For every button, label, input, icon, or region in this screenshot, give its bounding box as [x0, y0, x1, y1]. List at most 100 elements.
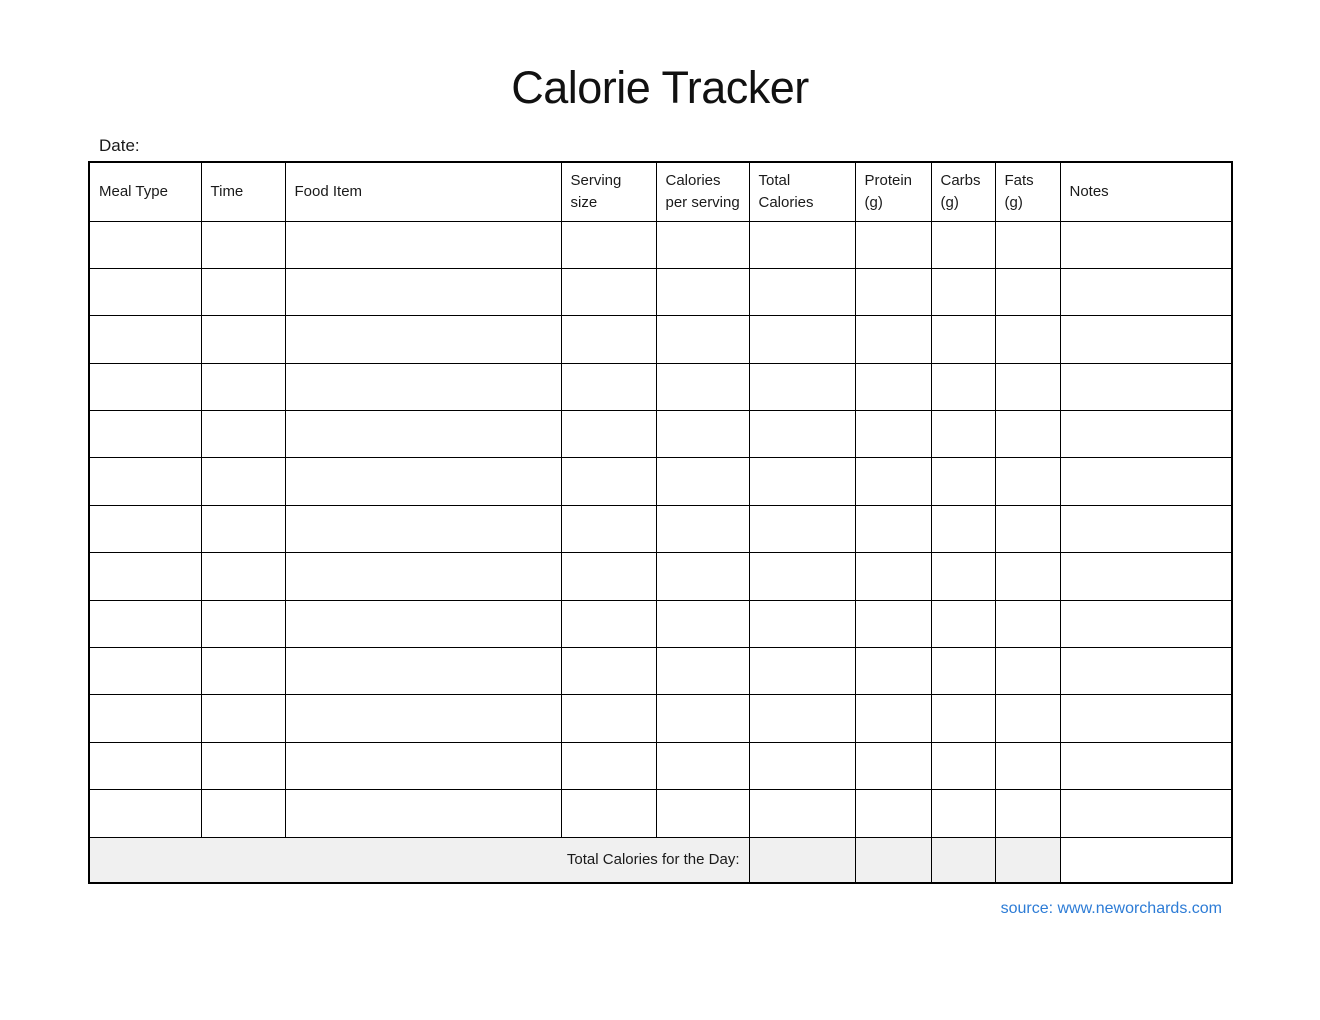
empty-cell: [560, 599, 657, 649]
empty-cell: [994, 362, 1061, 412]
empty-row: [88, 220, 1233, 269]
header-calories-per-serving: Calories per serving: [655, 161, 750, 222]
empty-cell: [200, 504, 286, 554]
empty-cell: [748, 315, 856, 364]
empty-cell: [748, 457, 856, 506]
empty-cell: [994, 504, 1061, 554]
empty-row: [88, 267, 1233, 317]
empty-cell: [748, 220, 856, 269]
empty-cell: [854, 315, 932, 364]
empty-cell: [560, 647, 657, 696]
empty-cell: [930, 789, 996, 838]
empty-cell: [1059, 410, 1233, 459]
empty-cell: [994, 267, 1061, 317]
empty-cell: [930, 599, 996, 649]
empty-cell: [748, 789, 856, 838]
empty-cell: [655, 315, 750, 364]
empty-cell: [854, 410, 932, 459]
empty-cell: [284, 694, 562, 743]
empty-cell: [200, 457, 286, 506]
empty-cell: [1059, 694, 1233, 743]
empty-cell: [560, 694, 657, 743]
header-meal-type: Meal Type: [88, 161, 202, 222]
empty-cell: [854, 647, 932, 696]
date-label: Date:: [99, 136, 140, 155]
empty-cell: [930, 552, 996, 601]
empty-cell: [930, 410, 996, 459]
empty-cell: [560, 457, 657, 506]
empty-cell: [88, 694, 202, 743]
empty-cell: [994, 410, 1061, 459]
empty-cell: [930, 220, 996, 269]
empty-cell: [88, 552, 202, 601]
empty-cell: [655, 504, 750, 554]
source-link[interactable]: source: www.neworchards.com: [1000, 900, 1222, 917]
empty-row: [88, 315, 1233, 364]
empty-cell: [930, 457, 996, 506]
empty-cell: [930, 315, 996, 364]
total-calories-value-cell: [748, 836, 856, 884]
empty-cell: [994, 552, 1061, 601]
empty-cell: [994, 741, 1061, 791]
empty-cell: [1059, 315, 1233, 364]
empty-cell: [748, 362, 856, 412]
header-time: Time: [200, 161, 286, 222]
empty-cell: [1059, 647, 1233, 696]
empty-cell: [655, 694, 750, 743]
empty-cell: [88, 647, 202, 696]
empty-cell: [88, 741, 202, 791]
empty-row: [88, 504, 1233, 554]
empty-cell: [88, 789, 202, 838]
empty-cell: [284, 599, 562, 649]
empty-cell: [854, 267, 932, 317]
empty-cell: [994, 599, 1061, 649]
empty-cell: [560, 267, 657, 317]
empty-cell: [200, 789, 286, 838]
empty-row: [88, 552, 1233, 601]
empty-cell: [284, 220, 562, 269]
empty-row: [88, 647, 1233, 696]
empty-cell: [748, 694, 856, 743]
empty-cell: [994, 694, 1061, 743]
empty-cell: [994, 220, 1061, 269]
empty-cell: [560, 362, 657, 412]
empty-cell: [284, 789, 562, 838]
empty-cell: [854, 599, 932, 649]
empty-cell: [284, 315, 562, 364]
empty-cell: [854, 504, 932, 554]
empty-cell: [994, 457, 1061, 506]
empty-cell: [748, 410, 856, 459]
empty-cell: [88, 599, 202, 649]
empty-cell: [200, 741, 286, 791]
empty-cell: [854, 362, 932, 412]
empty-cell: [930, 741, 996, 791]
empty-cell: [560, 315, 657, 364]
empty-cell: [854, 220, 932, 269]
empty-cell: [930, 647, 996, 696]
empty-cell: [748, 504, 856, 554]
empty-cell: [655, 741, 750, 791]
empty-cell: [560, 220, 657, 269]
empty-cell: [88, 410, 202, 459]
empty-cell: [560, 741, 657, 791]
total-fats-value-cell: [994, 836, 1061, 884]
total-label: Total Calories for the Day:: [88, 836, 750, 884]
empty-cell: [284, 552, 562, 601]
empty-cell: [1059, 362, 1233, 412]
empty-cell: [284, 741, 562, 791]
empty-cell: [88, 457, 202, 506]
empty-cell: [655, 789, 750, 838]
empty-cell: [284, 267, 562, 317]
empty-row: [88, 694, 1233, 743]
header-serving-size: Serving size: [560, 161, 657, 222]
empty-cell: [88, 267, 202, 317]
empty-cell: [930, 694, 996, 743]
page-title: Calorie Tracker: [511, 62, 809, 113]
empty-cell: [748, 741, 856, 791]
empty-cell: [200, 694, 286, 743]
empty-cell: [994, 315, 1061, 364]
empty-cell: [994, 647, 1061, 696]
empty-cell: [560, 552, 657, 601]
empty-cell: [1059, 220, 1233, 269]
empty-cell: [200, 599, 286, 649]
